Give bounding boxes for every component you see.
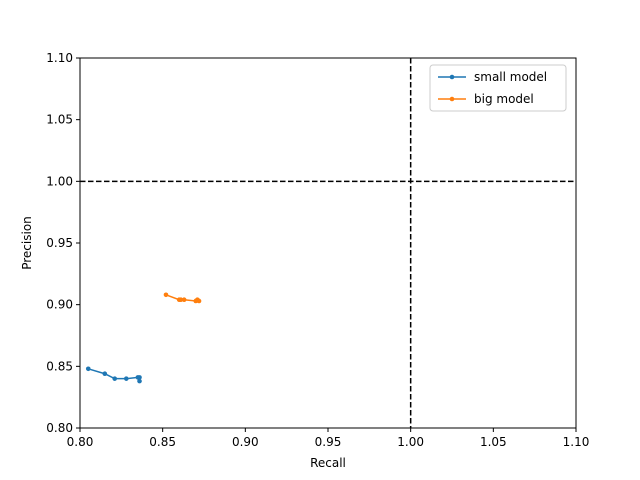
- legend-label-big-model: big model: [474, 92, 534, 106]
- x-tick-label: 0.95: [315, 435, 342, 449]
- y-tick-label: 0.85: [46, 359, 73, 373]
- x-tick-label: 1.05: [480, 435, 507, 449]
- x-tick-label: 0.80: [67, 435, 94, 449]
- x-tick-label: 0.85: [149, 435, 176, 449]
- legend-marker-small-model: [449, 74, 455, 80]
- x-tick-label: 0.90: [232, 435, 259, 449]
- data-point-big-model-6: [196, 298, 202, 304]
- y-axis-label: Precision: [20, 216, 34, 270]
- data-point-small-model-3: [123, 376, 129, 381]
- data-point-big-model-0: [163, 292, 169, 298]
- data-point-small-model-2: [112, 376, 118, 381]
- data-point-small-model-6: [137, 378, 142, 384]
- y-tick-label: 0.95: [46, 236, 73, 250]
- data-point-big-model-3: [181, 297, 187, 303]
- y-tick-label: 1.10: [46, 51, 73, 65]
- data-point-small-model-0: [85, 366, 91, 372]
- legend-marker-big-model: [449, 96, 455, 102]
- data-point-big-model-2: [178, 297, 184, 303]
- y-tick-label: 0.80: [46, 421, 73, 435]
- x-tick-label: 1.00: [397, 435, 424, 449]
- data-point-small-model-1: [102, 371, 108, 377]
- axis-ticks: 0.80 0.85 0.90 0.95 1.00 1.05 1.10 0.80 0.85 0.90…: [46, 51, 589, 449]
- legend-label-small-model: small model: [474, 70, 547, 84]
- y-tick-label: 1.05: [46, 113, 73, 127]
- legend: small model big model: [429, 64, 567, 112]
- y-tick-label: 0.90: [46, 298, 73, 312]
- y-tick-label: 1.00: [46, 174, 73, 188]
- x-axis-label: Recall: [310, 456, 346, 470]
- x-tick-label: 1.10: [563, 435, 590, 449]
- data-point-small-model-5: [137, 375, 142, 380]
- plot-marks: [80, 58, 576, 428]
